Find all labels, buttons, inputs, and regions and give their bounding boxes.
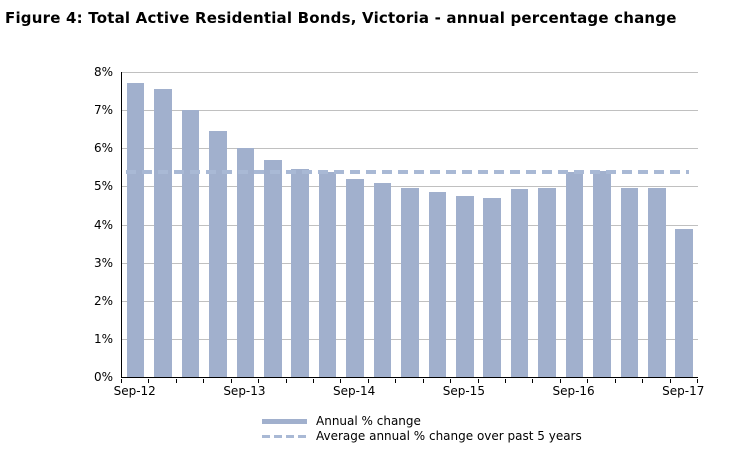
bar-slot [122,72,149,377]
bar-Mar-15 [401,188,419,377]
bar-slot [478,72,505,377]
x-axis-tick [450,378,452,383]
y-axis-labels: 0% 1% 2% 3% 4% 5% 6% 7% 8% [0,65,113,384]
x-axis-tick [230,378,232,383]
bar-slot [643,72,670,377]
bar-slot [177,72,204,377]
x-axis-tick [148,378,150,383]
y-axis-tick-label: 8% [93,65,113,79]
figure-title: Figure 4: Total Active Residential Bonds… [5,9,677,27]
plot-area [121,72,698,378]
x-axis-tick [285,378,287,383]
x-axis-tick [121,378,122,383]
x-axis-tick [313,378,314,383]
x-axis-tick-label: Sep-12 [113,384,156,398]
gridline [122,148,698,150]
x-axis-tick-label: Sep-17 [662,384,705,398]
bar-Dec-13 [264,159,282,377]
x-axis-tick [258,378,260,383]
legend-label: Annual % change [316,414,421,428]
bar-Jun-14 [318,172,337,377]
bar-Dec-12 [154,89,172,377]
y-axis-tick-label: 0% [93,370,113,384]
legend: Annual % change Average annual % change o… [262,414,582,444]
legend-dashed-line-swatch-icon [262,434,307,438]
x-axis-tick [697,378,698,383]
x-axis-tick [614,378,616,383]
y-axis-tick-label: 4% [93,217,113,232]
bar-Dec-16 [593,171,611,377]
bar-Mar-16 [510,189,529,377]
bar-Jun-13 [209,131,227,377]
bar-Jun-16 [538,188,556,377]
y-axis-tick-label: 2% [93,293,113,308]
bar-Sep-12 [126,83,145,377]
bar-slot [424,72,451,377]
x-axis-tick [175,378,177,383]
bar-Dec-15 [483,197,501,377]
x-axis-tick-label: Sep-16 [552,384,595,398]
bar-slot [396,72,423,377]
bar-Sep-16 [565,172,584,377]
bar-Mar-13 [181,110,200,377]
average-line [126,169,689,174]
bar-series [122,72,698,377]
gridline [122,72,698,73]
x-axis-ticks [121,378,698,383]
x-axis-tick [559,378,561,383]
x-axis-tick-label: Sep-14 [333,384,376,398]
bar-slot [314,72,341,377]
bar-Mar-17 [620,188,639,377]
legend-label: Average annual % change over past 5 year… [316,429,582,443]
bar-slot [670,72,697,377]
x-axis-tick [669,378,671,383]
y-axis-tick-label: 1% [93,331,113,346]
gridline [122,110,698,112]
bar-Sep-13 [236,148,255,377]
y-axis-tick-label: 6% [93,141,113,156]
bar-slot [451,72,478,377]
x-axis-tick [532,378,534,383]
bar-slot [232,72,259,377]
bar-slot [506,72,533,377]
x-axis-tick [367,378,369,383]
x-axis-tick [587,378,589,383]
bar-Jun-17 [647,188,666,377]
x-axis-tick [422,378,424,383]
bar-slot [369,72,396,377]
x-axis-tick [395,378,397,383]
y-axis-tick-label: 7% [93,103,113,118]
bar-Mar-14 [291,169,310,377]
bar-slot [533,72,560,377]
legend-item: Annual % change [262,414,582,428]
bar-slot [204,72,231,377]
x-axis-tick [203,378,205,383]
x-axis-tick-label: Sep-13 [223,384,266,398]
bar-Sep-14 [346,178,364,377]
x-axis-tick [505,378,506,383]
bar-Jun-15 [428,192,447,377]
bar-slot [287,72,314,377]
legend-item: Average annual % change over past 5 year… [262,429,582,443]
x-axis-tick [477,378,479,383]
bar-slot [588,72,615,377]
x-axis-tick [642,378,644,383]
bar-Sep-15 [456,195,474,377]
legend-bar-swatch-icon [262,418,307,424]
bar-slot [149,72,176,377]
bar-slot [341,72,368,377]
gridline [122,186,698,188]
y-axis-tick-label: 5% [93,179,113,194]
bar-Sep-17 [675,229,693,377]
x-axis-labels: Sep-12 Sep-13 Sep-14 Sep-15 Sep-16 Sep-17 [114,384,705,400]
x-axis-tick [340,378,342,383]
bar-slot [259,72,286,377]
bar-slot [561,72,588,377]
y-axis-tick-label: 3% [93,255,113,270]
bar-slot [616,72,643,377]
x-axis-tick-label: Sep-15 [442,384,485,398]
bar-Dec-14 [373,182,392,377]
